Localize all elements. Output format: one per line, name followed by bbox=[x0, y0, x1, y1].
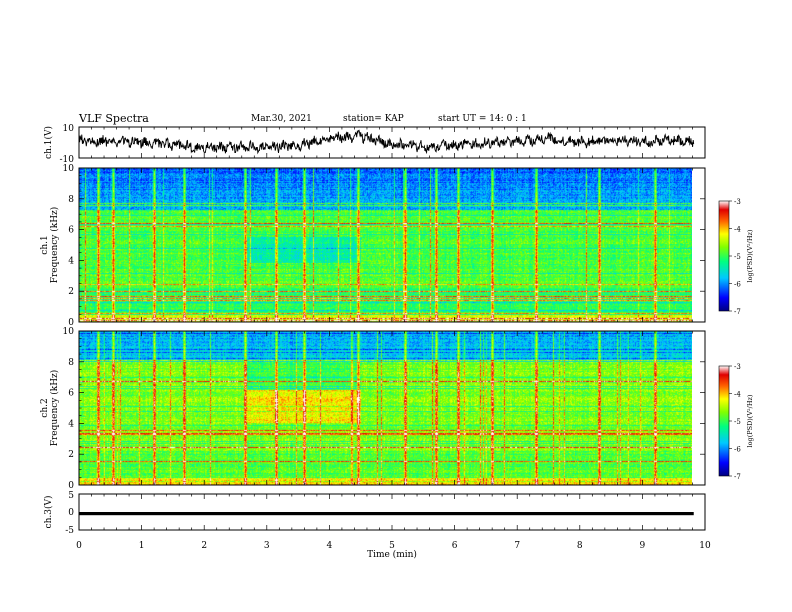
ch3-waveform-band bbox=[79, 512, 694, 516]
x-axis-tick-label: 0 bbox=[76, 541, 82, 551]
ch1-spectrogram-ylabel-frequency: Frequency (kHz) bbox=[49, 207, 60, 284]
ch1-colorbar-tick-label: -4 bbox=[734, 226, 741, 234]
ch3-waveform-ticks bbox=[78, 494, 706, 530]
ch2-colorbar-tick-label: -4 bbox=[734, 391, 741, 399]
ch1-spectrogram-ylabel-channel: ch.1 bbox=[40, 235, 50, 254]
ch2-colorbar-scale bbox=[718, 365, 730, 477]
ch1-spectrogram-ytick-label: 2 bbox=[68, 287, 74, 297]
x-axis-tick-label: 7 bbox=[514, 541, 520, 551]
ch2-colorbar-label: log(PSD)(V²/Hz) bbox=[746, 394, 754, 447]
ch1-spectrogram-ytick-label: 8 bbox=[68, 195, 74, 205]
x-axis-tick-label: 4 bbox=[327, 541, 333, 551]
x-axis-tick-label: 3 bbox=[264, 541, 270, 551]
x-axis-tick-label: 9 bbox=[640, 541, 646, 551]
ch1-spectrogram-image bbox=[79, 168, 692, 322]
ch1-spectrogram-ytick-label: 4 bbox=[68, 256, 74, 266]
ch1-colorbar-tick-label: -6 bbox=[734, 281, 741, 289]
ch1-colorbar-tick-label: -5 bbox=[734, 253, 741, 261]
start-time-label: start UT = 14: 0 : 1 bbox=[438, 114, 527, 124]
ch1-colorbar: -3 -4 -5 -6 -7 log(PSD)(V²/Hz) bbox=[718, 198, 754, 316]
ch2-spectrogram-ytick-label: 10 bbox=[63, 327, 75, 337]
ch2-spectrogram-ylabel-frequency: Frequency (kHz) bbox=[49, 370, 60, 447]
ch1-ytick-bottom: -10 bbox=[60, 155, 75, 165]
ch1-spectrogram-ytick-label: 0 bbox=[68, 318, 74, 328]
chart-title: VLF Spectra bbox=[79, 112, 149, 125]
ch2-spectrogram-ylabel-channel: ch.2 bbox=[40, 398, 50, 417]
ch2-spectrogram-ytick-label: 2 bbox=[68, 450, 74, 460]
ch2-spectrogram-ytick-labels: 0 2 4 6 8 10 bbox=[63, 327, 75, 491]
ch3-waveform-panel: 5 0 -5 ch.3(V) bbox=[43, 491, 706, 536]
ch1-waveform-ticks bbox=[78, 127, 706, 158]
x-axis-tick-label: 2 bbox=[201, 541, 207, 551]
x-axis-tick-label: 5 bbox=[389, 541, 395, 551]
ch1-colorbar-ticks: -3 -4 -5 -6 -7 bbox=[729, 198, 741, 316]
ch3-ylabel: ch.3(V) bbox=[43, 496, 54, 529]
ch1-ylabel: ch.1(V) bbox=[43, 126, 54, 159]
ch2-colorbar-tick-label: -6 bbox=[734, 446, 741, 454]
x-axis-tick-label: 1 bbox=[139, 541, 145, 551]
ch2-colorbar-tick-label: -5 bbox=[734, 418, 741, 426]
ch2-spectrogram-ytick-label: 8 bbox=[68, 358, 74, 368]
ch2-spectrogram-ytick-label: 4 bbox=[68, 419, 74, 429]
ch1-ytick-top: 10 bbox=[63, 124, 75, 134]
x-axis-label: Time (min) bbox=[367, 549, 417, 560]
ch2-colorbar: -3 -4 -5 -6 -7 log(PSD)(V²/Hz) bbox=[718, 363, 754, 481]
ch1-colorbar-label: log(PSD)(V²/Hz) bbox=[746, 229, 754, 282]
ch2-spectrogram-ytick-label: 0 bbox=[68, 481, 74, 491]
ch2-spectrogram-ticks bbox=[78, 330, 706, 486]
ch2-colorbar-tick-label: -7 bbox=[734, 473, 741, 481]
ch1-spectrogram-panel: 0 2 4 6 8 10 ch.1 Frequency (kHz) bbox=[40, 164, 706, 328]
ch1-waveform-line bbox=[78, 129, 695, 155]
ch2-colorbar-ticks: -3 -4 -5 -6 -7 bbox=[729, 363, 741, 481]
station-label: station= KAP bbox=[343, 114, 404, 124]
ch2-spectrogram-ytick-label: 6 bbox=[68, 389, 74, 399]
ch2-spectrogram-image bbox=[79, 331, 692, 485]
ch3-ytick-bottom: -5 bbox=[65, 526, 74, 536]
ch1-spectrogram-ticks bbox=[78, 167, 706, 323]
ch3-ytick-top: 5 bbox=[68, 491, 74, 501]
ch3-ytick-middle: 0 bbox=[68, 508, 74, 518]
x-axis-tick-label: 6 bbox=[452, 541, 458, 551]
ch1-waveform-panel: 10 -10 ch.1(V) bbox=[43, 124, 706, 165]
ch2-spectrogram-panel: 0 2 4 6 8 10 ch.2 Frequency (kHz) bbox=[40, 327, 706, 491]
ch1-spectrogram-ytick-labels: 0 2 4 6 8 10 bbox=[63, 164, 75, 328]
ch1-colorbar-tick-label: -7 bbox=[734, 308, 741, 316]
ch1-spectrogram-ytick-label: 6 bbox=[68, 226, 74, 236]
date-label: Mar.30, 2021 bbox=[251, 114, 312, 124]
x-axis-tick-labels: 0 1 2 3 4 5 6 7 8 9 10 bbox=[76, 541, 711, 551]
x-axis-tick-label: 8 bbox=[577, 541, 583, 551]
ch1-colorbar-scale bbox=[718, 200, 730, 312]
ch1-spectrogram-ytick-label: 10 bbox=[63, 164, 75, 174]
ch1-colorbar-tick-label: -3 bbox=[734, 198, 741, 206]
ch2-colorbar-tick-label: -3 bbox=[734, 363, 741, 371]
x-axis-tick-label: 10 bbox=[699, 541, 711, 551]
